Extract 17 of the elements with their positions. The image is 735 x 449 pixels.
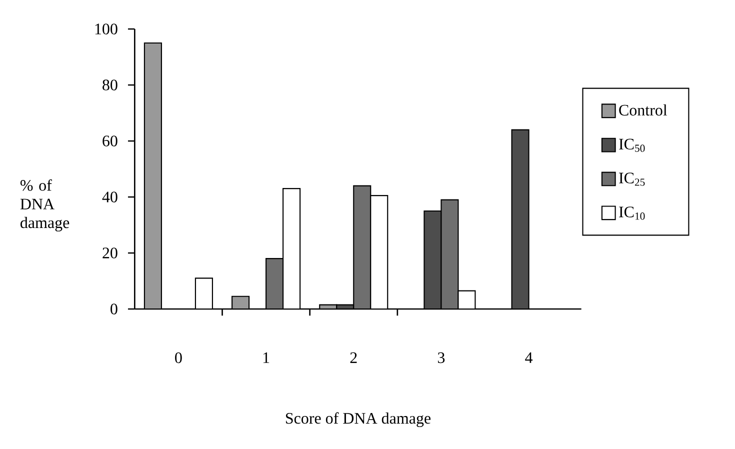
y-tick-label: 80 bbox=[102, 80, 118, 90]
y-tick-label: 20 bbox=[102, 248, 118, 258]
legend-label: IC$_{50}$ bbox=[619, 138, 645, 152]
y-tick-label: 40 bbox=[102, 192, 118, 202]
legend-label: IC$_{10}$ bbox=[619, 206, 645, 220]
legend-label: IC$_{25}$ bbox=[619, 172, 645, 186]
x-tick-label: 4 bbox=[525, 352, 533, 363]
x-tick-label: 0 bbox=[175, 352, 182, 364]
y-tick-label: 100 bbox=[95, 24, 118, 34]
y-tick-label: 0 bbox=[110, 304, 118, 314]
y-axis-title: % of DNA damage bbox=[20, 179, 70, 232]
x-axis-title: Score of DNA damage bbox=[286, 412, 431, 428]
x-tick-label: 2 bbox=[350, 352, 357, 363]
y-tick-label: 60 bbox=[102, 136, 118, 146]
legend-label: Control bbox=[619, 104, 668, 116]
x-tick-label: 3 bbox=[438, 352, 445, 364]
x-tick-label: 1 bbox=[263, 352, 270, 363]
